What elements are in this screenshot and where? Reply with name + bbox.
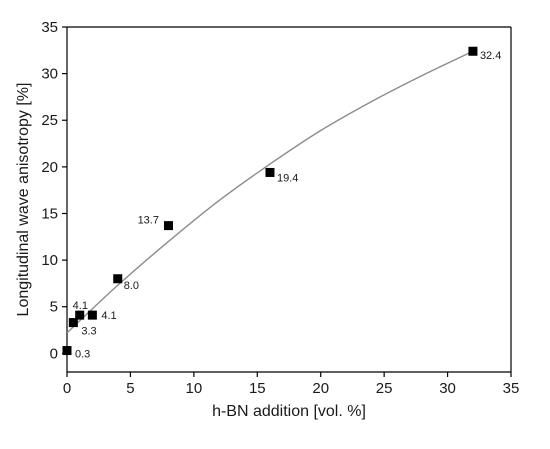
data-point-square — [265, 167, 275, 177]
data-label: 13.7 — [138, 215, 159, 227]
y-axis-title: Longitudinal wave anisotropy [%] — [15, 83, 32, 317]
data-label: 4.1 — [101, 310, 116, 322]
data-point-square — [113, 274, 123, 284]
y-tick-label: 35 — [41, 19, 58, 36]
data-label: 8.0 — [124, 280, 139, 292]
data-label: 32.4 — [480, 50, 501, 62]
x-tick-label: 20 — [312, 380, 329, 397]
x-tick-label: 30 — [439, 380, 456, 397]
x-tick-label: 15 — [249, 380, 266, 397]
data-point-square — [75, 310, 85, 320]
x-tick-label: 25 — [376, 380, 393, 397]
data-points — [62, 46, 478, 356]
y-tick-label: 25 — [41, 112, 58, 129]
data-point-square — [87, 310, 97, 320]
y-tick-label: 5 — [50, 299, 58, 316]
data-point-square — [68, 318, 78, 328]
data-labels: 0.3 3.3 4.1 4.1 8.0 13.7 19.4 32.4 — [73, 50, 502, 360]
x-tick-label: 35 — [503, 380, 520, 397]
x-tick-label: 10 — [186, 380, 203, 397]
data-point-square — [163, 221, 173, 231]
data-label: 19.4 — [277, 172, 298, 184]
data-point-square — [62, 346, 72, 356]
data-label: 4.1 — [73, 300, 88, 312]
y-tick-label: 15 — [41, 205, 58, 222]
axes: 0 5 10 15 20 25 30 35 0 5 10 15 20 25 30 35 — [41, 19, 519, 397]
y-tick-label: 10 — [41, 252, 58, 269]
y-tick-label: 0 — [50, 345, 58, 362]
y-tick-label: 30 — [41, 66, 58, 83]
x-axis-title: h-BN addition [vol. %] — [212, 403, 366, 420]
data-point-square — [468, 46, 478, 56]
fit-curve-line — [66, 50, 474, 334]
fit-curve-layer — [66, 50, 474, 334]
y-tick-label: 20 — [41, 159, 58, 176]
data-label: 3.3 — [81, 326, 96, 338]
data-label: 0.3 — [75, 349, 90, 361]
x-tick-label: 0 — [63, 380, 71, 397]
x-tick-label: 5 — [126, 380, 134, 397]
